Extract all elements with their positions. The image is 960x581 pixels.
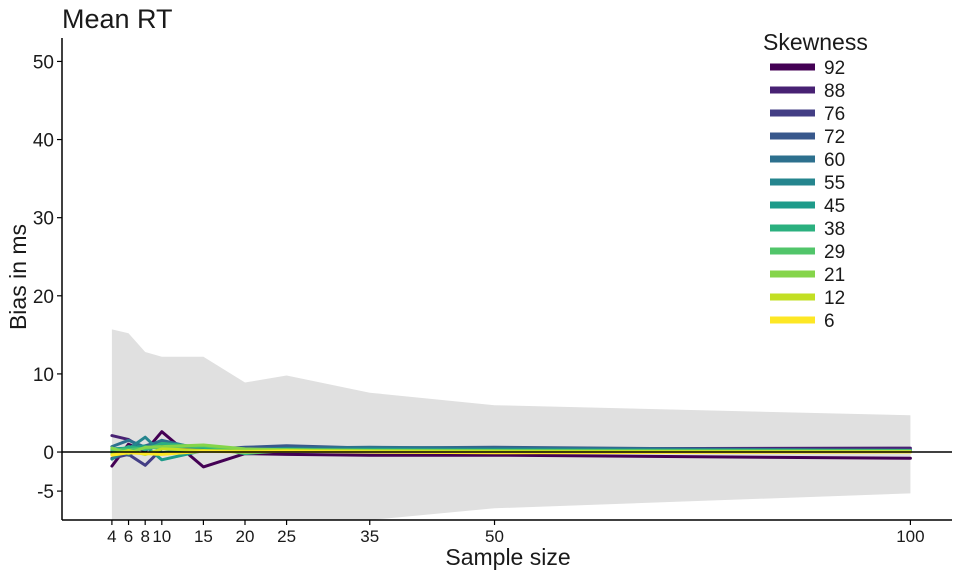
legend-label-92: 92: [824, 58, 845, 79]
legend-label-29: 29: [824, 242, 845, 263]
x-tick-label: 25: [277, 527, 296, 546]
x-tick-label: 35: [360, 527, 379, 546]
x-tick-label: 20: [236, 527, 255, 546]
y-tick-label: 20: [33, 287, 54, 308]
legend-label-6: 6: [824, 311, 835, 332]
chart-title: Mean RT: [62, 4, 173, 34]
y-tick-label: 10: [33, 365, 54, 386]
x-tick-label: 8: [140, 527, 149, 546]
y-tick-label: -5: [37, 482, 54, 503]
x-tick-label: 6: [124, 527, 133, 546]
y-tick-label: 30: [33, 209, 54, 230]
legend-label-72: 72: [824, 127, 845, 148]
legend-label-21: 21: [824, 265, 845, 286]
legend-title: Skewness: [763, 29, 868, 55]
x-tick-label: 50: [485, 527, 504, 546]
x-tick-label: 100: [896, 527, 924, 546]
legend-label-55: 55: [824, 173, 845, 194]
x-axis-title: Sample size: [445, 544, 570, 570]
band-layer: [111, 329, 911, 520]
x-tick-label: 10: [152, 527, 171, 546]
y-axis-title: Bias in ms: [5, 224, 31, 330]
legend-label-12: 12: [824, 288, 845, 309]
y-tick-label: 50: [33, 52, 54, 73]
legend-label-45: 45: [824, 196, 845, 217]
interval-band: [111, 329, 911, 520]
legend-label-76: 76: [824, 104, 845, 125]
x-tick-label: 15: [194, 527, 213, 546]
legend-label-38: 38: [824, 219, 845, 240]
legend-label-88: 88: [824, 81, 845, 102]
y-tick-label: 0: [43, 443, 54, 464]
x-tick-label: 4: [107, 527, 116, 546]
legend-label-60: 60: [824, 150, 845, 171]
y-tick-label: 40: [33, 131, 54, 152]
